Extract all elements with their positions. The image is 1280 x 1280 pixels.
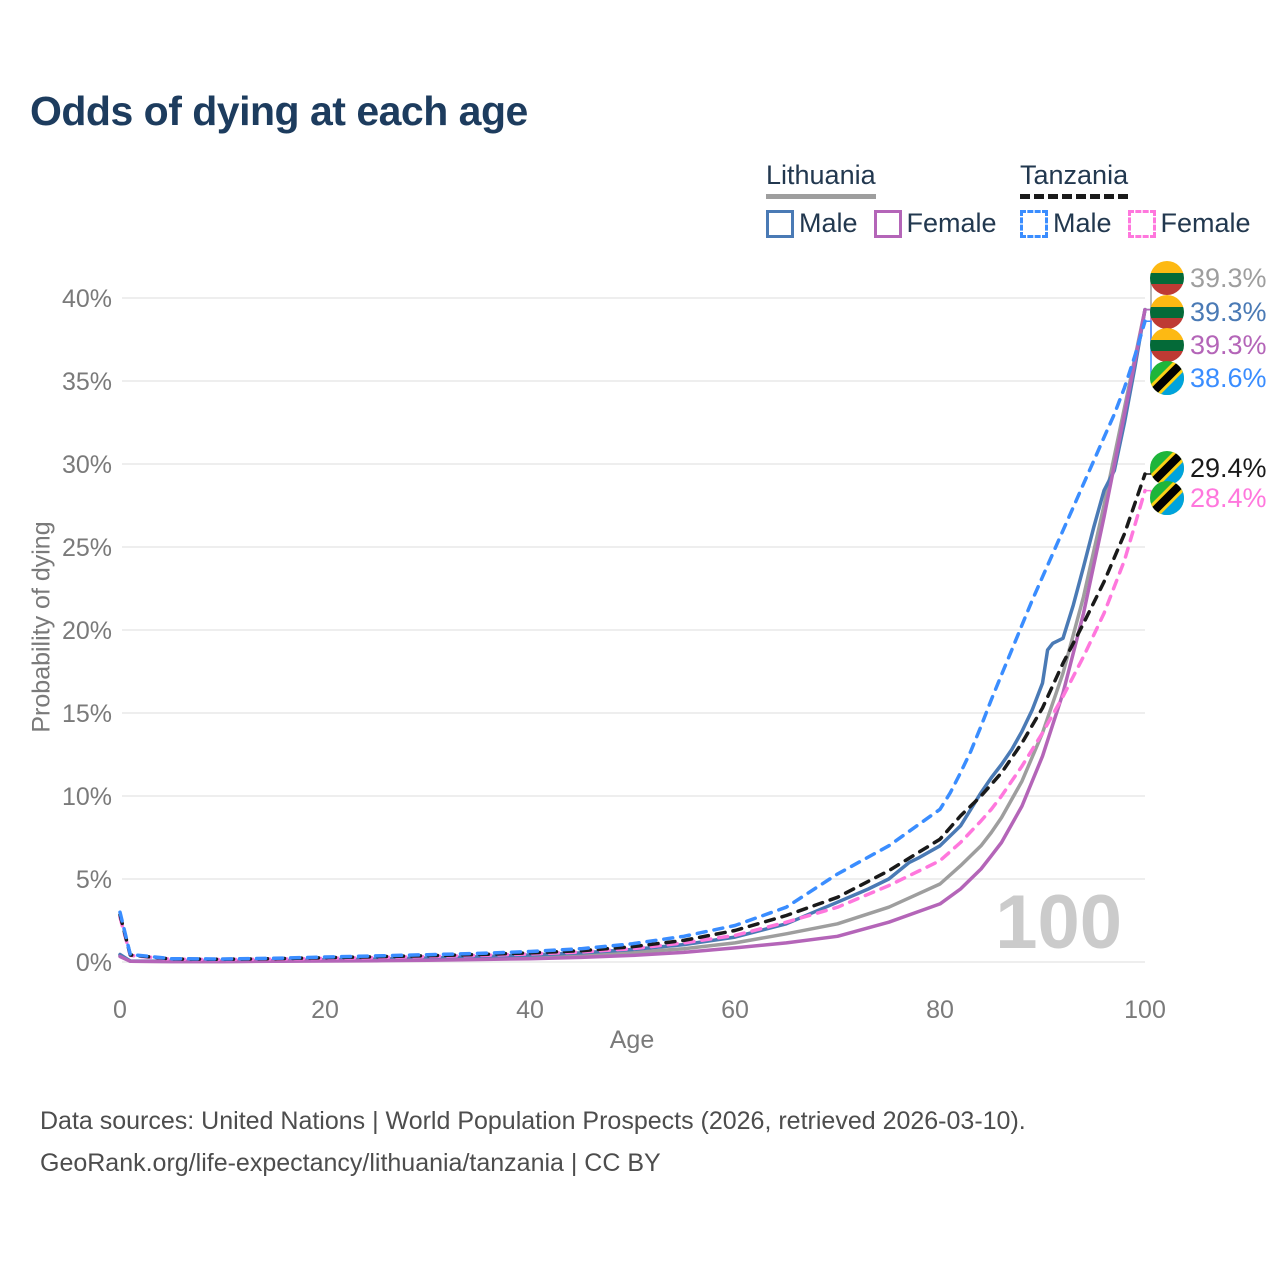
end-label-row: 28.4% xyxy=(1150,481,1267,515)
end-label-value: 39.3% xyxy=(1190,296,1267,327)
y-tick-label: 30% xyxy=(62,451,112,479)
series-lines xyxy=(118,307,1147,964)
y-tick-label: 25% xyxy=(62,534,112,562)
series-line-tanzania-male[interactable] xyxy=(118,319,1147,961)
y-tick-label: 35% xyxy=(62,368,112,396)
footer-attribution: GeoRank.org/life-expectancy/lithuania/ta… xyxy=(40,1149,661,1177)
legend-swatch-tanzania-female-icon[interactable] xyxy=(1127,209,1156,238)
flag-tanzania-icon xyxy=(1150,481,1184,515)
legend-swatch-lithuania-male-icon[interactable] xyxy=(766,209,794,238)
age-watermark: 100 xyxy=(995,880,1122,965)
flag-lithuania-icon xyxy=(1150,261,1184,295)
end-label-value: 38.6% xyxy=(1190,362,1267,393)
legend-country-label: Tanzania xyxy=(1020,160,1129,199)
gridlines xyxy=(122,297,1145,963)
legend-country-label: Lithuania xyxy=(766,160,876,199)
legend-swatch-lithuania-female-icon[interactable] xyxy=(873,209,902,238)
x-axis-label: Age xyxy=(610,1026,654,1054)
x-tick-label: 40 xyxy=(516,996,544,1024)
x-tick-label: 0 xyxy=(113,996,127,1024)
legend: Lithuania Male Female Tanzania Male Female xyxy=(766,160,1280,240)
series-line-lithuania-combined[interactable] xyxy=(118,307,1147,964)
end-label-value: 39.3% xyxy=(1190,262,1267,293)
y-axis-tick-labels: 0% 5% 10% 15% 20% 25% 30% 35% 40% xyxy=(62,285,112,977)
flag-tanzania-icon xyxy=(1150,451,1184,485)
end-label-row: 39.3% xyxy=(1150,295,1267,329)
x-tick-label: 80 xyxy=(926,996,954,1024)
x-axis-tick-labels: 0 20 40 60 80 100 xyxy=(113,996,1166,1024)
end-label-row: 29.4% xyxy=(1150,451,1267,485)
legend-item-tanzania-male[interactable]: Male xyxy=(1053,208,1112,238)
series-line-lithuania-female[interactable] xyxy=(118,307,1147,964)
x-tick-label: 100 xyxy=(1124,996,1166,1024)
end-label-value: 29.4% xyxy=(1190,452,1267,483)
page-title: Odds of dying at each age xyxy=(30,88,528,134)
legend-items-row: Male Female xyxy=(1020,208,1267,239)
x-tick-label: 60 xyxy=(721,996,749,1024)
x-tick-label: 20 xyxy=(311,996,339,1024)
legend-group-tanzania: Tanzania Male Female xyxy=(1020,160,1267,239)
end-label-row: 39.3% xyxy=(1150,261,1267,295)
end-label-value: 28.4% xyxy=(1190,482,1267,513)
footer-sources: Data sources: United Nations | World Pop… xyxy=(40,1107,1026,1135)
flag-lithuania-icon xyxy=(1150,295,1184,329)
y-axis-label: Probability of dying xyxy=(27,521,56,733)
end-label-row: 39.3% xyxy=(1150,328,1267,362)
y-tick-label: 10% xyxy=(62,783,112,811)
legend-swatch-tanzania-male-icon[interactable] xyxy=(1020,209,1048,238)
flag-lithuania-icon xyxy=(1150,328,1184,362)
legend-item-tanzania-female[interactable]: Female xyxy=(1160,208,1251,238)
end-label-value: 39.3% xyxy=(1190,329,1267,360)
flag-tanzania-icon xyxy=(1150,361,1184,395)
y-tick-label: 20% xyxy=(62,617,112,645)
end-label-row: 38.6% xyxy=(1150,361,1267,395)
legend-item-lithuania-male[interactable]: Male xyxy=(799,208,858,238)
y-tick-label: 15% xyxy=(62,700,112,728)
footer: Data sources: United Nations | World Pop… xyxy=(40,1100,1026,1184)
y-tick-label: 0% xyxy=(76,949,112,977)
legend-group-lithuania: Lithuania Male Female xyxy=(766,160,1013,239)
y-tick-label: 5% xyxy=(76,866,112,894)
legend-items-row: Male Female xyxy=(766,208,1013,239)
series-line-tanzania-female[interactable] xyxy=(118,488,1147,962)
legend-item-lithuania-female[interactable]: Female xyxy=(906,208,997,238)
series-line-lithuania-male[interactable] xyxy=(118,307,1147,964)
y-tick-label: 40% xyxy=(62,285,112,313)
